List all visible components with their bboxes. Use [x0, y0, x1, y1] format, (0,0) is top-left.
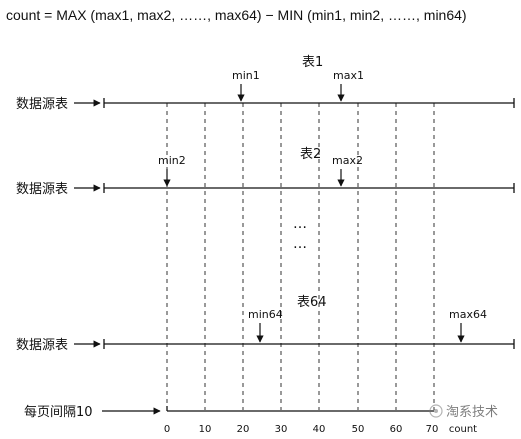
min-label: min64 — [248, 308, 283, 321]
ellipsis: … — [293, 236, 307, 252]
tick-label: 10 — [199, 424, 212, 435]
source-label: 数据源表 — [16, 338, 68, 353]
max-label: max2 — [332, 154, 363, 167]
watermark-text: 淘系技术 — [446, 405, 498, 420]
table-title: 表2 — [300, 147, 321, 162]
min-label: min1 — [232, 69, 260, 82]
source-label: 数据源表 — [16, 97, 68, 112]
table-title: 表1 — [302, 55, 323, 70]
source-label: 数据源表 — [16, 182, 68, 197]
table-2: 表2 min2 max2 数据源表 — [16, 147, 515, 197]
watermark: 淘系技术 — [429, 404, 498, 420]
count-label: count — [449, 424, 477, 435]
max-label: max1 — [333, 69, 364, 82]
pagination-axis: 每页间隔10 0 10 20 30 40 50 60 70 count — [24, 404, 477, 435]
tick-label: 50 — [352, 424, 365, 435]
formula-text: count = MAX (max1, max2, ……, max64) − MI… — [6, 7, 467, 23]
table-1: 表1 min1 max1 数据源表 — [16, 55, 515, 112]
max-label: max64 — [449, 308, 487, 321]
table-title: 表64 — [297, 295, 327, 310]
tick-label: 60 — [390, 424, 403, 435]
tick-label: 70 — [426, 424, 439, 435]
watermark-logo-icon — [429, 404, 443, 418]
min-label: min2 — [158, 154, 186, 167]
table-64: 表64 min64 max64 数据源表 — [16, 295, 515, 353]
ellipsis: … — [293, 216, 307, 232]
tick-label: 40 — [313, 424, 326, 435]
tick-guides — [166, 103, 435, 410]
tick-label: 20 — [237, 424, 250, 435]
watermark-logo-dot — [434, 409, 438, 413]
tick-label: 30 — [275, 424, 288, 435]
tick-label: 0 — [164, 424, 170, 435]
page-interval-label: 每页间隔10 — [24, 404, 93, 420]
